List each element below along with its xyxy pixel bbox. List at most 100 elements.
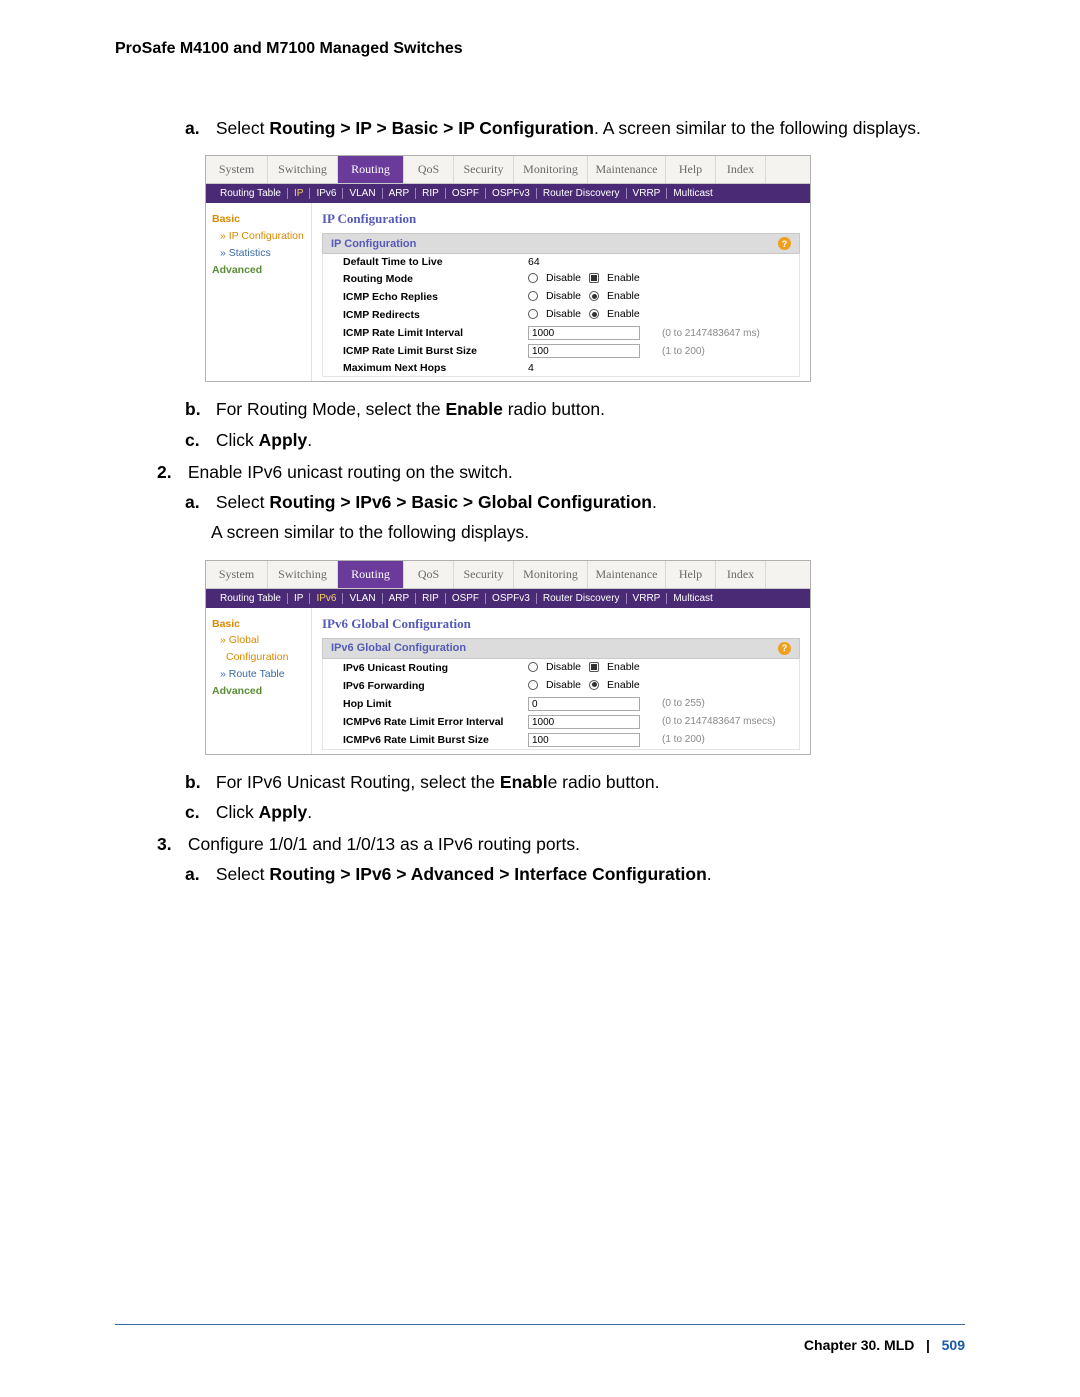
- row-label: ICMP Rate Limit Interval: [343, 327, 528, 339]
- sidebar: Basic » Global Configuration » Route Tab…: [206, 608, 312, 754]
- config-bar: IP Configuration ?: [322, 233, 800, 253]
- subtab-ospfv3[interactable]: OSPFv3: [486, 593, 537, 604]
- subtab-router-discovery[interactable]: Router Discovery: [537, 188, 627, 199]
- radio-enable[interactable]: [589, 291, 599, 301]
- row-label: ICMP Redirects: [343, 309, 528, 321]
- subtab-arp[interactable]: ARP: [383, 593, 417, 604]
- tab-index[interactable]: Index: [716, 561, 766, 588]
- row-label: Maximum Next Hops: [343, 362, 528, 374]
- subtab-rip[interactable]: RIP: [416, 593, 446, 604]
- radio-disable[interactable]: [528, 291, 538, 301]
- config-row: ICMPv6 Rate Limit Burst Size100(1 to 200…: [323, 731, 799, 749]
- sidebar-item-global[interactable]: » Global: [212, 632, 305, 649]
- subtab-vrrp[interactable]: VRRP: [627, 593, 668, 604]
- config-area: IP Configuration IP Configuration ? Defa…: [312, 203, 810, 381]
- tab-routing[interactable]: Routing: [338, 561, 404, 588]
- radio-disable[interactable]: [528, 662, 538, 672]
- subtab-ospfv3[interactable]: OSPFv3: [486, 188, 537, 199]
- radio-disable[interactable]: [528, 309, 538, 319]
- help-icon[interactable]: ?: [778, 237, 791, 250]
- tab-monitoring[interactable]: Monitoring: [514, 156, 588, 183]
- row-value: Disable Enable: [528, 679, 658, 693]
- config-row: IPv6 Forwarding Disable Enable: [323, 677, 799, 695]
- row-label: ICMPv6 Rate Limit Error Interval: [343, 716, 528, 728]
- tab-index[interactable]: Index: [716, 156, 766, 183]
- sidebar-basic[interactable]: Basic: [212, 616, 305, 633]
- sidebar-basic[interactable]: Basic: [212, 211, 305, 228]
- subtab-multicast[interactable]: Multicast: [667, 188, 718, 199]
- subtab-ipv6[interactable]: IPv6: [310, 188, 343, 199]
- config-area: IPv6 Global Configuration IPv6 Global Co…: [312, 608, 810, 754]
- sidebar-item-ipconfig[interactable]: » IP Configuration: [212, 228, 305, 245]
- t: Apply: [259, 802, 308, 822]
- tab-help[interactable]: Help: [666, 156, 716, 183]
- text-input[interactable]: 1000: [528, 715, 640, 729]
- sidebar: Basic » IP Configuration » Statistics Ad…: [206, 203, 312, 381]
- tab-qos[interactable]: QoS: [404, 561, 454, 588]
- tab-system[interactable]: System: [206, 561, 268, 588]
- content: a. Select Routing > IP > Basic > IP Conf…: [155, 115, 965, 892]
- subtab-ospf[interactable]: OSPF: [446, 593, 486, 604]
- screenshot-ip-config: SystemSwitchingRoutingQoSSecurityMonitor…: [205, 155, 811, 382]
- row-value: 100: [528, 344, 658, 358]
- row-label: ICMP Echo Replies: [343, 291, 528, 303]
- radio-enable[interactable]: [589, 662, 599, 672]
- t: Enable IPv6 unicast routing on the switc…: [188, 462, 513, 482]
- tab-help[interactable]: Help: [666, 561, 716, 588]
- row-label: Default Time to Live: [343, 256, 528, 268]
- tab-security[interactable]: Security: [454, 156, 514, 183]
- row-value: 1000: [528, 715, 658, 729]
- help-icon[interactable]: ?: [778, 642, 791, 655]
- subtab-arp[interactable]: ARP: [383, 188, 417, 199]
- tab-qos[interactable]: QoS: [404, 156, 454, 183]
- radio-enable[interactable]: [589, 680, 599, 690]
- radio-enable[interactable]: [589, 309, 599, 319]
- tab-maintenance[interactable]: Maintenance: [588, 561, 666, 588]
- subtab-vlan[interactable]: VLAN: [343, 593, 382, 604]
- text-input[interactable]: 100: [528, 733, 640, 747]
- text-input[interactable]: 100: [528, 344, 640, 358]
- subtab-ip[interactable]: IP: [288, 188, 310, 199]
- t: .: [707, 864, 712, 884]
- row-value: 4: [528, 362, 658, 374]
- subtab-vlan[interactable]: VLAN: [343, 188, 382, 199]
- subtab-rip[interactable]: RIP: [416, 188, 446, 199]
- text-input[interactable]: 0: [528, 697, 640, 711]
- text-input[interactable]: 1000: [528, 326, 640, 340]
- sidebar-advanced[interactable]: Advanced: [212, 683, 305, 700]
- subtab-router-discovery[interactable]: Router Discovery: [537, 593, 627, 604]
- radio-disable[interactable]: [528, 680, 538, 690]
- subtab-routing-table[interactable]: Routing Table: [214, 188, 288, 199]
- sidebar-advanced[interactable]: Advanced: [212, 262, 305, 279]
- row-label: IPv6 Forwarding: [343, 680, 528, 692]
- tab-switching[interactable]: Switching: [268, 156, 338, 183]
- sidebar-item-global-2[interactable]: Configuration: [212, 649, 305, 666]
- subtab-routing-table[interactable]: Routing Table: [214, 593, 288, 604]
- subtab-ospf[interactable]: OSPF: [446, 188, 486, 199]
- subtab-multicast[interactable]: Multicast: [667, 593, 718, 604]
- tab-security[interactable]: Security: [454, 561, 514, 588]
- config-rows: IPv6 Unicast Routing Disable EnableIPv6 …: [322, 658, 800, 750]
- radio-enable[interactable]: [589, 273, 599, 283]
- tab-maintenance[interactable]: Maintenance: [588, 156, 666, 183]
- marker-b: b.: [185, 769, 211, 795]
- config-row: Routing Mode Disable Enable: [323, 270, 799, 288]
- tab-routing[interactable]: Routing: [338, 156, 404, 183]
- tab-monitoring[interactable]: Monitoring: [514, 561, 588, 588]
- subtab-ipv6[interactable]: IPv6: [310, 593, 343, 604]
- tab-system[interactable]: System: [206, 156, 268, 183]
- step-2b: b. For IPv6 Unicast Routing, select the …: [183, 769, 965, 795]
- tab-switching[interactable]: Switching: [268, 561, 338, 588]
- sidebar-item-routetable[interactable]: » Route Table: [212, 666, 305, 683]
- row-value: 1000: [528, 326, 658, 340]
- radio-disable[interactable]: [528, 273, 538, 283]
- marker-a: a.: [185, 489, 211, 515]
- sub-tabs: Routing TableIPIPv6VLANARPRIPOSPFOSPFv3R…: [206, 589, 810, 608]
- config-rows: Default Time to Live64Routing Mode Disab…: [322, 253, 800, 377]
- config-row: ICMP Rate Limit Interval1000(0 to 214748…: [323, 324, 799, 342]
- sidebar-item-statistics[interactable]: » Statistics: [212, 245, 305, 262]
- step-2a-after: A screen similar to the following displa…: [183, 519, 965, 545]
- subtab-ip[interactable]: IP: [288, 593, 310, 604]
- t: radio button.: [503, 399, 605, 419]
- subtab-vrrp[interactable]: VRRP: [627, 188, 668, 199]
